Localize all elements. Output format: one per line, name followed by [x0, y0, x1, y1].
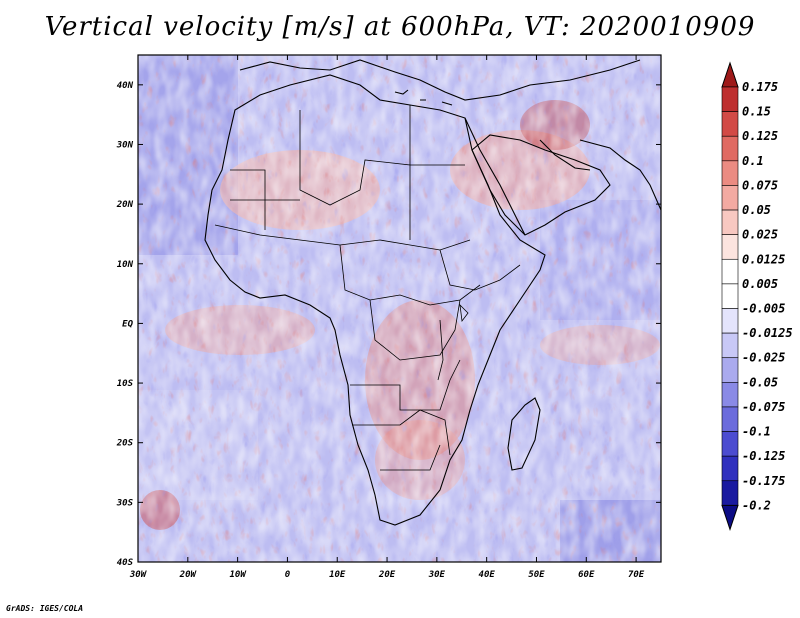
colorbar-label: -0.025 [742, 351, 785, 365]
lat-label: 20S [116, 439, 134, 449]
lon-label: 20W [179, 570, 198, 580]
madagascar-coastline [507, 397, 541, 471]
lat-label: 10N [117, 260, 134, 270]
lon-label: 10E [329, 570, 346, 580]
lat-label: 10S [117, 379, 134, 389]
colorbar-label: -0.175 [742, 474, 785, 488]
lat-label: 20N [116, 200, 134, 210]
lon-label: 60E [578, 570, 595, 580]
colorbar-swatch [721, 135, 739, 162]
lat-label: 40N [117, 81, 134, 91]
colorbar-top-arrow [721, 61, 739, 88]
colorbar-label: -0.075 [742, 400, 785, 414]
colorbar-label: 0.0125 [742, 252, 785, 266]
coastlines [204, 59, 661, 526]
iran-india-coastline [579, 139, 661, 211]
lon-label: 0 [285, 570, 291, 580]
latitude-labels: 40N 30N 20N 10N EQ 10S 20S 30S 40S [116, 81, 134, 568]
border-west-africa [230, 169, 300, 230]
great-lakes [437, 303, 469, 381]
europe-coastline [239, 59, 641, 101]
border-egypt [409, 105, 465, 166]
colorbar-swatch [721, 185, 739, 211]
colorbar-label: -0.05 [742, 375, 778, 389]
lon-label: 40E [479, 570, 496, 580]
lat-label: EQ [122, 319, 133, 329]
colorbar-swatch [721, 308, 739, 334]
colorbar-label: 0.125 [742, 129, 778, 143]
red-sea-coastline [464, 117, 526, 236]
colorbar-swatch [721, 283, 739, 309]
lat-label: 30N [116, 140, 134, 150]
colorbar-swatch [721, 357, 739, 383]
colorbar-swatch [721, 406, 739, 432]
axis-ticks [137, 55, 661, 563]
border-sahel [214, 224, 471, 251]
lon-label: 20E [378, 570, 396, 580]
colorbar-label: -0.125 [742, 449, 785, 463]
colorbar-swatch [721, 160, 739, 186]
colorbar-label: 0.1 [742, 154, 764, 168]
lon-label: 10W [229, 570, 247, 580]
longitude-labels: 30W 20W 10W 0 10E 20E 30E 40E 50E 60E 70E [129, 570, 645, 580]
colorbar-swatch [721, 234, 739, 260]
colorbar-swatch [721, 258, 739, 285]
plot-frame [137, 54, 662, 563]
colorbar-swatch [721, 455, 739, 482]
persian-gulf-coastline [539, 139, 591, 171]
colorbar-swatch [721, 86, 739, 112]
colorbar-swatch [721, 111, 739, 137]
map-title: Vertical velocity [m/s] at 600hPa, VT: 2… [44, 12, 756, 42]
velocity-field [138, 55, 661, 562]
colorbar-label: 0.15 [742, 105, 771, 119]
colorbar-label: 0.05 [742, 203, 771, 217]
colorbar-swatch [721, 431, 739, 457]
colorbar-label: -0.1 [742, 425, 771, 439]
mediterranean-islands [394, 89, 453, 106]
field-texture-white [138, 55, 661, 562]
colorbar-label: 0.075 [742, 178, 778, 192]
colorbar-label: -0.0125 [742, 326, 793, 340]
colorbar-swatch [721, 332, 739, 359]
colorbar-swatch [721, 209, 739, 235]
credit-label: GrADS: IGES/COLA [6, 604, 84, 613]
lon-label: 50E [528, 570, 545, 580]
colorbar: 0.175 0.15 0.125 0.1 0.075 0.05 0.025 0.0125 0.0… [721, 61, 793, 531]
lat-label: 30S [116, 498, 134, 508]
lon-label: 70E [628, 570, 645, 580]
country-borders [214, 105, 521, 471]
colorbar-label: 0.175 [742, 80, 778, 94]
colorbar-bottom-arrow [721, 504, 739, 531]
border-angola-zambia [350, 359, 461, 411]
lat-label: 40S [117, 558, 134, 568]
colorbar-label: -0.005 [742, 302, 785, 316]
colorbar-swatch [721, 480, 739, 506]
colorbar-label: -0.2 [742, 498, 771, 512]
colorbar-label: 0.025 [742, 228, 778, 242]
border-east-africa [439, 249, 521, 291]
lon-label: 30E [428, 570, 446, 580]
arabia-coastline [471, 134, 611, 236]
lon-label: 30W [129, 570, 148, 580]
colorbar-label: 0.005 [742, 277, 778, 291]
africa-coastline [204, 74, 546, 526]
border-congo-basin [369, 299, 461, 361]
colorbar-swatch [721, 382, 739, 408]
